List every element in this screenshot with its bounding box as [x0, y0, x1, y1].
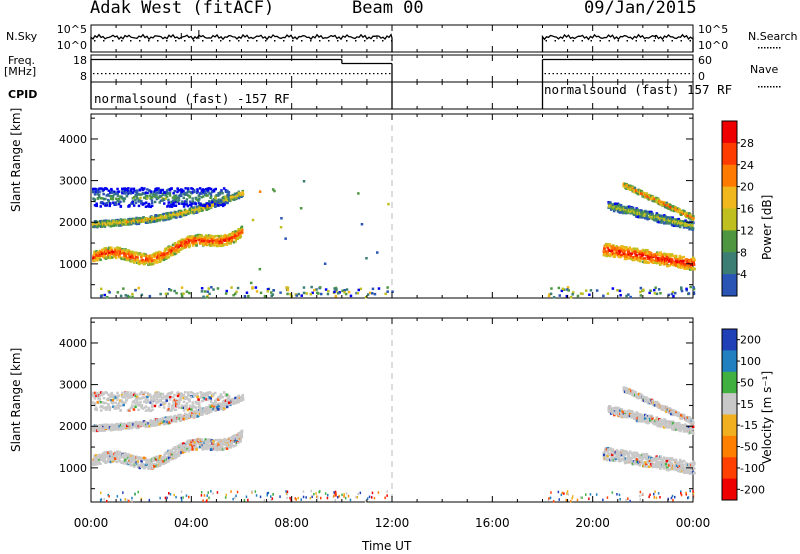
legend-dots-0-6 [776, 47, 778, 49]
power-colorbar-tick-6: 28 [740, 137, 754, 150]
legend-dots-0-2 [764, 47, 766, 49]
beam-label: Beam 00 [352, 0, 424, 18]
power-colorbar-label: Power [dB] [760, 194, 774, 260]
freq-left-tick-top: 18 [73, 54, 87, 67]
nsearch-label: N.Search [748, 30, 798, 43]
velocity-ytick-label-3: 4000 [59, 337, 87, 350]
velocity-ylabel: Slant Range [km] [9, 347, 23, 452]
velocity-colorbar-tick-6: -100 [740, 462, 765, 475]
xtick-label-2: 08:00 [274, 516, 309, 530]
freq-label-line2: [MHz] [4, 65, 37, 78]
velocity-colorbar-band-7 [722, 478, 737, 501]
power-colorbar-band-4 [722, 208, 737, 231]
power-colorbar-tick-1: 8 [740, 246, 747, 259]
power-colorbar-band-3 [722, 186, 737, 209]
legend-dots-0-1 [761, 47, 763, 49]
xtick-label-0: 00:00 [74, 516, 109, 530]
noise-trace-0 [90, 33, 393, 52]
xtick-label-1: 04:00 [174, 516, 209, 530]
velocity-colorbar-band-5 [722, 435, 737, 458]
noise-right-tick-bottom: 10^0 [698, 39, 728, 52]
power-colorbar-tick-5: 24 [740, 159, 754, 172]
velocity-colorbar-tick-7: -200 [740, 483, 765, 496]
velocity-colorbar-tick-5: -50 [740, 441, 758, 454]
x-axis-label: Time UT [362, 539, 412, 553]
velocity-colorbar-band-3 [722, 393, 737, 415]
power-colorbar-tick-3: 16 [740, 203, 754, 216]
power-colorbar-band-2 [722, 164, 737, 188]
cpid-left-text: normalsound (fast) -157 RF [94, 91, 290, 106]
legend-dots-1-0 [758, 86, 760, 88]
velocity-colorbar-band-1 [722, 350, 737, 373]
xtick-label-5: 20:00 [575, 516, 610, 530]
velocity-colorbar-frame [721, 328, 738, 501]
freq-left-tick-bottom: 8 [80, 70, 87, 83]
velocity-ytick-label-1: 2000 [59, 420, 87, 433]
power-colorbar-band-1 [722, 142, 737, 166]
velocity-colorbar-tick-1: 100 [740, 355, 761, 368]
noise-right-tick-top: 10^5 [698, 23, 728, 36]
legend-dots-1-7 [779, 86, 781, 88]
noise-left-tick-bottom: 10^0 [57, 39, 87, 52]
legend-dots-1-3 [767, 86, 769, 88]
nsky-label: N.Sky [6, 30, 38, 43]
power-ytick-label-1: 2000 [59, 216, 87, 229]
xtick-label-4: 16:00 [475, 516, 510, 530]
nave-right-tick-top: 60 [698, 54, 712, 67]
nave-label: Nave [750, 63, 779, 76]
power-ytick-label-0: 1000 [59, 258, 87, 271]
legend-dots-0-3 [767, 47, 769, 49]
xtick-label-3: 12:00 [375, 516, 410, 530]
velocity-ytick-label-2: 3000 [59, 379, 87, 392]
power-colorbar-tick-2: 12 [740, 224, 754, 237]
power-ylabel: Slant Range [km] [9, 107, 23, 212]
legend-dots-1-1 [761, 86, 763, 88]
legend-dots-1-2 [764, 86, 766, 88]
velocity-colorbar-tick-3: 15 [740, 398, 754, 411]
freq-label-line1: Freq. [8, 54, 36, 67]
figure-title: Adak West (fitACF) [90, 0, 275, 18]
legend-dots-1-6 [776, 86, 778, 88]
power-colorbar-band-7 [722, 274, 737, 297]
date-label: 09/Jan/2015 [584, 0, 697, 18]
cpid-label: CPID [8, 88, 38, 101]
power-colorbar-tick-0: 4 [740, 268, 747, 281]
power-ytick-label-3: 4000 [59, 133, 87, 146]
nave-right-tick-bottom: 0 [698, 70, 705, 83]
cpid-right-text: normalsound (fast) 157 RF [544, 82, 733, 97]
velocity-echo-scatter [91, 386, 696, 503]
velocity-ytick-label-0: 1000 [59, 462, 87, 475]
velocity-colorbar-label: Velocity [m s⁻¹] [760, 370, 774, 464]
xtick-label-6: 00:00 [676, 516, 711, 530]
power-colorbar-band-5 [722, 230, 737, 253]
noise-left-tick-top: 10^5 [57, 23, 87, 36]
velocity-colorbar-band-6 [722, 457, 737, 480]
velocity-colorbar-tick-0: 200 [740, 334, 761, 347]
legend-dots-1-4 [770, 86, 772, 88]
velocity-colorbar-band-4 [722, 414, 737, 437]
legend-dots-1-5 [773, 86, 775, 88]
legend-dots-0-4 [770, 47, 772, 49]
velocity-colorbar-tick-2: 50 [740, 376, 754, 389]
noise-trace-1 [541, 33, 694, 52]
power-colorbar-band-6 [722, 252, 737, 275]
power-colorbar-band-0 [722, 121, 737, 144]
power-colorbar-tick-4: 20 [740, 181, 754, 194]
legend-dots-0-7 [779, 47, 781, 49]
legend-dots-0-5 [773, 47, 775, 49]
velocity-colorbar-tick-4: -15 [740, 419, 758, 432]
power-ytick-label-2: 3000 [59, 175, 87, 188]
velocity-colorbar-band-0 [722, 329, 737, 351]
legend-dots-0-0 [758, 47, 760, 49]
power-echo-scatter [91, 180, 696, 299]
velocity-colorbar-band-2 [722, 371, 737, 394]
